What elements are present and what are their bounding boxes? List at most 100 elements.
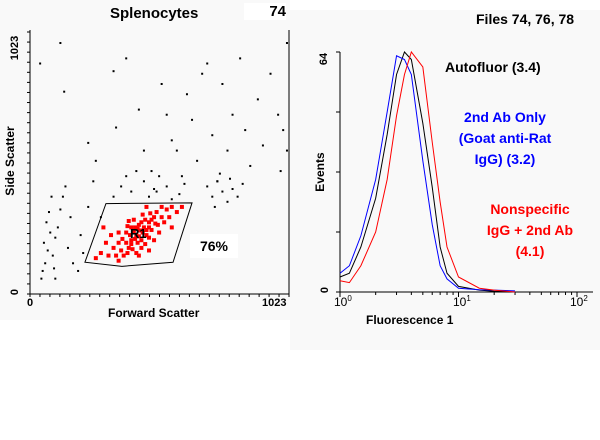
event-point (64, 185, 67, 188)
gate-r1-label: R1 (130, 226, 147, 241)
event-point (82, 252, 85, 255)
xtick-exp: 1 (466, 294, 471, 303)
event-point (69, 216, 72, 219)
gated-event-point (116, 240, 121, 245)
gated-event-point (111, 245, 116, 250)
gated-event-point (106, 253, 111, 258)
legend-line: 2nd Ab Only (464, 109, 546, 125)
histogram-title: Files 74, 76, 78 (476, 11, 575, 27)
gated-event-point (103, 240, 108, 245)
event-point (185, 93, 188, 96)
event-point (46, 249, 49, 252)
event-point (249, 164, 252, 167)
gated-event-point (129, 225, 134, 230)
gated-event-point (101, 225, 106, 230)
gated-event-point (148, 211, 153, 216)
event-point (44, 262, 47, 265)
event-point (158, 175, 161, 178)
gated-event-point (146, 225, 151, 230)
histogram-series-nonspecific-igg (339, 50, 516, 293)
event-point (206, 62, 209, 65)
event-point (142, 149, 145, 152)
event-point (160, 82, 163, 85)
event-point (229, 177, 232, 180)
gated-event-point (136, 253, 141, 258)
event-point (56, 226, 59, 229)
event-point (231, 187, 234, 190)
gated-event-point (140, 212, 145, 217)
legend-nonspecific: Nonspecific IgG + 2nd Ab (4.1) (470, 199, 590, 262)
gated-event-point (130, 247, 135, 252)
event-point (206, 185, 209, 188)
event-point (285, 149, 288, 152)
event-point (87, 205, 90, 208)
event-point (196, 159, 199, 162)
gated-event-point (139, 238, 144, 243)
event-point (244, 129, 247, 132)
event-point (112, 195, 115, 198)
histogram-series-autofluor (339, 51, 516, 293)
gated-event-point (129, 242, 134, 247)
event-point (211, 195, 214, 198)
event-point (40, 277, 43, 280)
gated-event-point (136, 222, 141, 227)
gated-event-point (109, 233, 114, 238)
event-point (47, 211, 50, 214)
event-point (256, 98, 259, 101)
histogram-axes (339, 52, 593, 293)
event-point (142, 180, 145, 183)
event-point (241, 182, 244, 185)
event-point (63, 90, 66, 93)
gated-event-point (144, 233, 149, 238)
event-point (239, 57, 242, 60)
gated-event-point (149, 217, 154, 222)
gate-r1-polygon (84, 202, 193, 267)
gated-event-point (98, 251, 103, 256)
event-point (226, 200, 229, 203)
legend-line: (Goat anti-Rat (458, 130, 552, 146)
event-point (155, 190, 158, 193)
scatter-axes (29, 30, 290, 295)
event-point (54, 277, 57, 280)
event-point (147, 195, 150, 198)
event-point (216, 180, 219, 183)
event-point (61, 195, 64, 198)
event-point (112, 70, 115, 73)
gated-event-point (159, 204, 164, 209)
event-point (282, 129, 285, 132)
xtick-base: 10 (334, 295, 348, 309)
event-point (150, 170, 153, 173)
gated-event-point (146, 235, 151, 240)
gated-event-point (125, 251, 130, 256)
gated-event-point (144, 204, 149, 209)
gated-event-point (169, 225, 174, 230)
gated-event-point (135, 240, 140, 245)
gated-event-point (131, 230, 136, 235)
gated-event-point (133, 225, 138, 230)
event-point (115, 126, 118, 129)
gated-event-point (119, 248, 124, 253)
event-point (77, 269, 80, 272)
event-point (201, 72, 204, 75)
gated-event-point (179, 204, 184, 209)
event-point (269, 72, 272, 75)
event-point (45, 221, 48, 224)
event-point (221, 190, 224, 193)
event-point (218, 172, 221, 175)
file-number: 74 (244, 3, 286, 20)
event-point (261, 144, 264, 147)
gated-event-point (167, 215, 172, 220)
event-point (54, 236, 57, 239)
event-point (178, 193, 181, 196)
event-point (165, 113, 168, 116)
histogram-panel (290, 10, 600, 350)
event-point (135, 170, 138, 173)
gated-event-point (141, 225, 146, 230)
gated-event-point (138, 228, 143, 233)
gated-event-point (126, 219, 131, 224)
gated-event-point (149, 227, 154, 232)
gated-event-point (152, 215, 157, 220)
event-point (153, 187, 156, 190)
event-point (137, 108, 140, 111)
